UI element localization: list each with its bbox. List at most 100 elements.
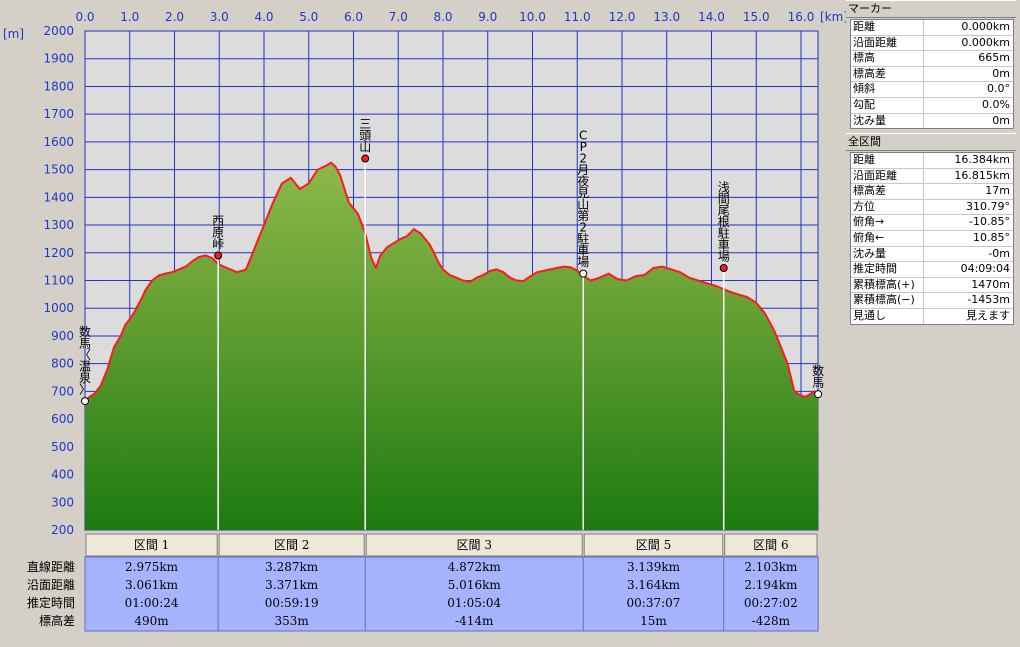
x-tick-label: 7.0 (389, 10, 408, 24)
total-key: 累積標高(−) (851, 293, 924, 308)
x-tick-label: 12.0 (609, 10, 636, 24)
marker-table: 距離 0.000km 沿面距離 0.000km 標高 665m 標高差 0m 傾斜 0.0° 勾配 0… (850, 19, 1014, 130)
total-value: 1470m (971, 277, 1010, 291)
total-key: 沈み量 (851, 246, 924, 262)
total-row: 俯角← 10.85° (851, 230, 1013, 247)
y-tick-label: 700 (51, 384, 74, 398)
total-value: 04:09:04 (960, 262, 1010, 276)
total-table: 距離 16.384km 沿面距離 16.815km 標高差 17m 方位 310.79° 俯角→… (850, 152, 1014, 325)
waypoint-marker (81, 397, 89, 406)
x-tick-label: 6.0 (344, 10, 363, 24)
section-header-cell[interactable] (85, 533, 218, 557)
section-value: 3.139km (627, 560, 681, 574)
section-header-label: 区間 6 (753, 538, 788, 552)
waypoint-marker (814, 390, 823, 399)
marker-key: 標高差 (851, 66, 924, 82)
marker-row: 標高差 0m (851, 66, 1013, 83)
section-header-label: 区間 2 (274, 538, 309, 552)
section-value: -428m (752, 614, 791, 628)
section-header-cell[interactable] (583, 533, 724, 557)
total-row: 方位 310.79° (851, 199, 1013, 216)
total-value: 310.79° (966, 199, 1010, 213)
x-tick-label: 9.0 (478, 10, 497, 24)
x-tick-label: 16.0 (788, 10, 815, 24)
marker-value: 0.0° (987, 82, 1010, 96)
y-tick-label: 500 (51, 440, 74, 454)
section-header-cell[interactable] (724, 533, 818, 557)
waypoint-label: 数馬〈温泉〉 (79, 324, 91, 397)
y-tick-label: 400 (51, 468, 74, 482)
waypoint-label: 三頭山 (359, 117, 371, 154)
marker-value: 0m (992, 66, 1010, 80)
marker-key: 傾斜 (851, 82, 924, 97)
section-value: 3.061km (125, 578, 179, 592)
waypoint-label: C P 2 月夜見山第 2 駐車場 (577, 129, 589, 270)
total-key: 距離 (851, 153, 924, 168)
x-tick-label: 1.0 (120, 10, 139, 24)
total-value: 16.815km (954, 168, 1010, 182)
x-tick-label: 11.0 (564, 10, 591, 24)
marker-value: 0.000km (961, 20, 1010, 33)
y-tick-label: 800 (51, 357, 74, 371)
y-tick-label: 1000 (43, 301, 74, 315)
total-value: -0m (988, 246, 1010, 260)
x-tick-label: 0.0 (75, 10, 94, 24)
total-key: 累積標高(+) (851, 277, 924, 293)
marker-key: 距離 (851, 20, 924, 35)
total-row: 見通し 見えます (851, 308, 1013, 324)
section-header-label: 区間 5 (636, 538, 671, 552)
section-values-bg (84, 556, 819, 632)
total-row: 標高差 17m (851, 184, 1013, 200)
section-header-label: 区間 3 (457, 538, 492, 552)
total-key: 標高差 (851, 184, 924, 199)
total-value: -1453m (967, 293, 1010, 307)
section-header-label: 区間 1 (134, 538, 169, 552)
marker-key: 沈み量 (851, 113, 924, 129)
y-tick-label: 1500 (43, 163, 74, 177)
waypoint-marker (214, 251, 223, 260)
marker-value: 0.000km (961, 35, 1010, 49)
section-value: 00:59:19 (265, 596, 319, 610)
marker-row: 勾配 0.0% (851, 97, 1013, 114)
total-key: 推定時間 (851, 262, 924, 277)
waypoint-label: 西原峠 (212, 214, 224, 251)
total-row: 沿面距離 16.815km (851, 168, 1013, 185)
total-value: 17m (985, 184, 1010, 198)
terrain-area (85, 162, 819, 530)
y-tick-label: 1900 (43, 52, 74, 66)
x-tick-label: 4.0 (254, 10, 273, 24)
row-label: 直線距離 (27, 559, 75, 574)
y-tick-label: 900 (51, 329, 74, 343)
section-value: 5.016km (448, 578, 502, 592)
marker-value: 0.0% (982, 97, 1010, 111)
marker-panel-title: マーカー (846, 0, 1016, 18)
section-value: 01:05:04 (447, 596, 501, 610)
marker-row: 沿面距離 0.000km (851, 35, 1013, 52)
total-row: 俯角→ -10.85° (851, 215, 1013, 231)
y-tick-label: 1800 (43, 79, 74, 93)
waypoint-marker (719, 264, 728, 273)
total-row: 累積標高(−) -1453m (851, 293, 1013, 309)
total-value: -10.85° (969, 215, 1010, 229)
y-tick-label: 200 (51, 523, 74, 537)
total-panel: 全区間 距離 16.384km 沿面距離 16.815km 標高差 17m 方位 310.79… (846, 133, 1016, 325)
total-key: 俯角→ (851, 215, 924, 230)
section-value: -414m (455, 614, 494, 628)
marker-key: 勾配 (851, 97, 924, 113)
section-header-cell[interactable] (218, 533, 365, 557)
section-value: 3.371km (265, 578, 319, 592)
y-tick-label: 600 (51, 412, 74, 426)
section-value: 00:37:07 (627, 596, 681, 610)
x-tick-label: 5.0 (299, 10, 318, 24)
x-tick-label: 10.0 (519, 10, 546, 24)
waypoint-label: 数馬 (812, 363, 824, 390)
marker-panel: マーカー 距離 0.000km 沿面距離 0.000km 標高 665m 標高差 0m 傾斜 0.… (846, 0, 1016, 130)
section-value: 2.103km (744, 560, 798, 574)
waypoint-marker (579, 269, 588, 278)
section-header-cell[interactable] (365, 533, 583, 557)
x-tick-label: 3.0 (210, 10, 229, 24)
section-value: 2.975km (125, 560, 179, 574)
y-tick-label: 1400 (43, 190, 74, 204)
total-panel-title: 全区間 (846, 133, 1016, 151)
